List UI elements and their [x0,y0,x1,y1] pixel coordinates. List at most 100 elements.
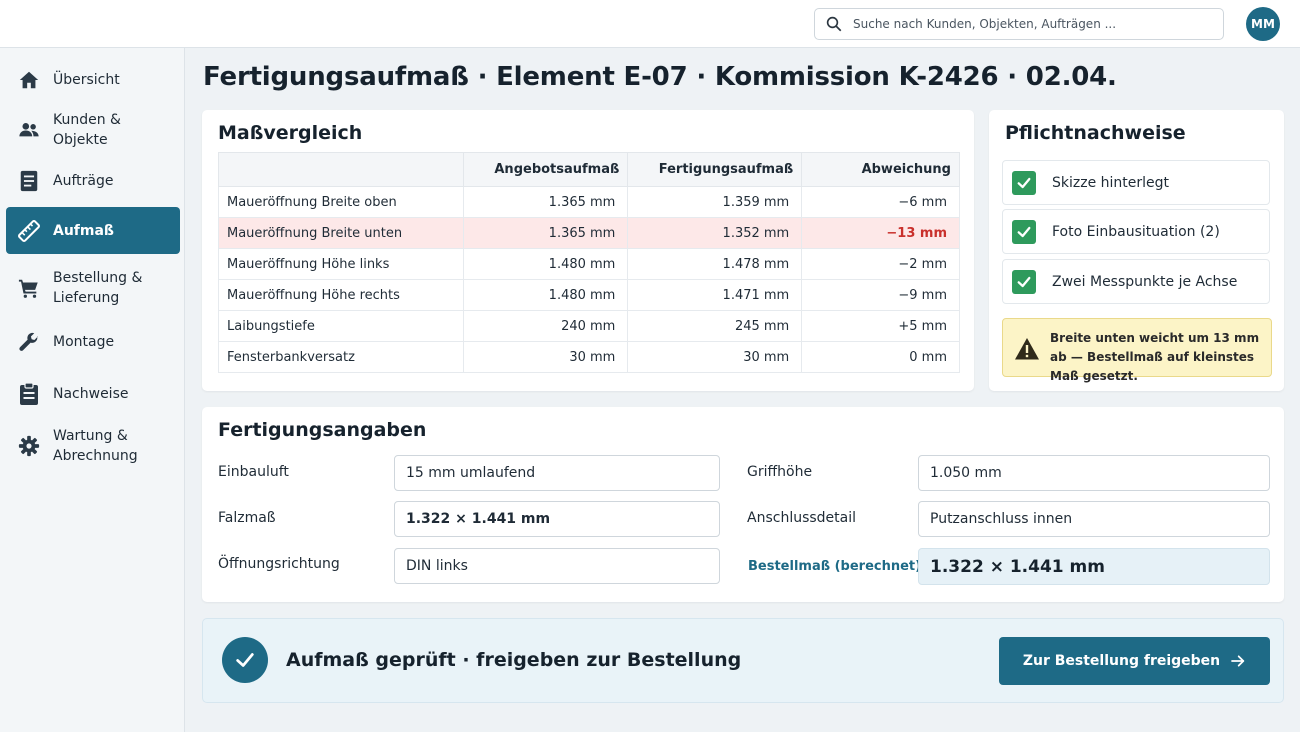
sidebar-item-label: Aufträge [53,172,114,189]
warning-icon [1015,338,1039,360]
deviation-value: −6 mm [801,186,960,218]
alert-text: Breite unten weicht um 13 mm ab — Bestel… [1050,331,1260,383]
arrow-right-icon [1230,653,1246,669]
deviation-value: 0 mm [801,341,960,373]
deviation-value: +5 mm [801,310,960,342]
einbauluft-field[interactable]: 15 mm umlaufend [394,455,720,491]
checklist-label: Foto Einbausituation (2) [1052,223,1220,240]
table-header-row: Angebotsaufmaß Fertigungsaufmaß Abweichu… [217,152,960,187]
home-icon [17,68,41,92]
approve-button-label: Zur Bestellung freigeben [1022,653,1221,669]
production-value: 245 mm [627,310,803,342]
row-label: Laibungstiefe [217,310,465,342]
offer-value: 1.365 mm [463,217,629,249]
offer-value: 30 mm [463,341,629,373]
page-title: Fertigungsaufmaß · Element E-07 · Kommis… [203,62,1117,92]
sidebar-item-label: Kunden & Objekte [53,111,121,148]
users-icon [17,118,41,142]
checklist-label: Skizze hinterlegt [1052,174,1170,191]
table-row-warning: Maueröffnung Breite unten 1.365 mm 1.352… [217,217,960,249]
avatar[interactable]: MM [1246,7,1280,41]
oeffnungsrichtung-label: Öffnungsrichtung [218,556,340,572]
column-header-offer: Angebotsaufmaß [463,152,629,187]
sidebar-item-label: Wartung & Abrechnung [53,427,138,464]
einbauluft-label: Einbauluft [218,464,289,480]
production-title: Fertigungsangaben [218,419,427,441]
table-row: Fensterbankversatz 30 mm 30 mm 0 mm [217,341,960,373]
row-label: Maueröffnung Höhe links [217,248,465,280]
row-label: Maueröffnung Breite oben [217,186,465,218]
sidebar-item-label: Bestellung & Lieferung [53,269,143,306]
sidebar-item-nachweise[interactable]: Nachweise [6,370,180,417]
checklist-item-skizze[interactable]: Skizze hinterlegt [1002,160,1270,205]
check-icon [1017,177,1031,188]
document-icon [17,169,41,193]
column-header-production: Fertigungsaufmaß [627,152,803,187]
wrench-icon [17,330,41,354]
sidebar-item-kunden[interactable]: Kunden & Objekte [6,106,180,153]
production-value: 1.352 mm [627,217,803,249]
comparison-card: Maßvergleich Angebotsaufmaß Fertigungsau… [202,110,974,391]
sidebar-item-montage[interactable]: Montage [6,318,180,365]
row-label: Fensterbankversatz [217,341,465,373]
check-icon [1017,226,1031,237]
anschlussdetail-field[interactable]: Putzanschluss innen [918,501,1270,537]
search-box[interactable] [814,8,1224,40]
sidebar-item-label: Aufmaß [53,222,114,239]
comparison-table: Angebotsaufmaß Fertigungsaufmaß Abweichu… [217,152,960,373]
search-input[interactable] [853,17,1213,31]
gear-icon [17,434,41,458]
approval-status-text: Aufmaß geprüft · freigeben zur Bestellun… [286,649,742,671]
bestellmass-calculated-field: 1.322 × 1.441 mm [918,548,1270,585]
production-value: 1.478 mm [627,248,803,280]
deviation-value: −2 mm [801,248,960,280]
sidebar-item-auftraege[interactable]: Aufträge [6,157,180,204]
table-row: Maueröffnung Höhe links 1.480 mm 1.478 m… [217,248,960,280]
falzmass-field[interactable]: 1.322 × 1.441 mm [394,501,720,537]
search-icon [826,16,842,32]
approve-order-button[interactable]: Zur Bestellung freigeben [999,637,1270,685]
griffhoehe-field[interactable]: 1.050 mm [918,455,1270,491]
checkbox-checked[interactable] [1012,170,1036,195]
deviation-alert: Breite unten weicht um 13 mm ab — Bestel… [1002,318,1272,383]
production-details-card: Fertigungsangaben Einbauluft 15 mm umlau… [202,407,1284,602]
production-value: 30 mm [627,341,803,373]
cart-icon [17,276,41,300]
bestellmass-label: Bestellmaß (berechnet) [748,559,922,574]
production-value: 1.471 mm [627,279,803,311]
column-header-deviation: Abweichung [801,152,960,187]
row-label: Maueröffnung Höhe rechts [217,279,465,311]
sidebar-item-wartung[interactable]: Wartung & Abrechnung [6,422,180,469]
checkbox-checked[interactable] [1012,219,1036,244]
falzmass-label: Falzmaß [218,510,276,526]
table-row: Maueröffnung Höhe rechts 1.480 mm 1.471 … [217,279,960,311]
sidebar-item-label: Übersicht [53,71,120,88]
offer-value: 1.480 mm [463,248,629,280]
clipboard-icon [17,381,41,406]
comparison-title: Maßvergleich [218,122,363,144]
sidebar: Übersicht Kunden & Objekte Aufträge Aufm… [0,48,185,732]
evidence-card: Pflichtnachweise Skizze hinterlegt Foto … [989,110,1284,391]
offer-value: 240 mm [463,310,629,342]
sidebar-item-uebersicht[interactable]: Übersicht [6,56,180,103]
approved-check-icon [222,637,268,683]
approval-bar: Aufmaß geprüft · freigeben zur Bestellun… [202,618,1284,703]
anschlussdetail-label: Anschlussdetail [747,510,857,526]
griffhoehe-label: Griffhöhe [747,464,813,480]
ruler-icon [17,219,41,243]
table-row: Laibungstiefe 240 mm 245 mm +5 mm [217,310,960,342]
sidebar-item-aufmass[interactable]: Aufmaß [6,207,180,254]
deviation-value: −9 mm [801,279,960,311]
evidence-title: Pflichtnachweise [1005,122,1186,144]
checklist-label: Zwei Messpunkte je Achse [1052,273,1238,290]
deviation-value: −13 mm [801,217,960,249]
checkbox-checked[interactable] [1012,269,1036,294]
oeffnungsrichtung-field[interactable]: DIN links [394,548,720,584]
offer-value: 1.365 mm [463,186,629,218]
sidebar-item-bestellung[interactable]: Bestellung & Lieferung [6,264,180,311]
checklist-item-foto[interactable]: Foto Einbausituation (2) [1002,209,1270,254]
checklist-item-messpunkte[interactable]: Zwei Messpunkte je Achse [1002,259,1270,304]
offer-value: 1.480 mm [463,279,629,311]
production-value: 1.359 mm [627,186,803,218]
sidebar-item-label: Nachweise [53,385,129,402]
